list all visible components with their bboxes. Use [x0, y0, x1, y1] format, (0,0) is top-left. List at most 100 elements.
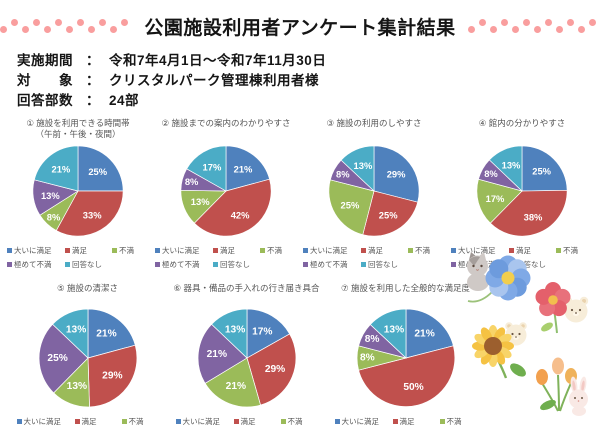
pie-percent-label: 17%: [203, 161, 222, 172]
sunflower-petal: [488, 325, 498, 341]
sunflower-petal: [496, 346, 512, 359]
legend-label: 大いに満足: [14, 246, 52, 255]
pink-dot: [588, 19, 596, 26]
pie-percent-label: 8%: [359, 353, 374, 364]
legend-label: 大いに満足: [458, 246, 496, 255]
legend-label: 大いに満足: [182, 417, 221, 426]
pie-svg: 25% 38% 17% 8% 13%: [476, 145, 568, 237]
legend-item: 極めて不満: [451, 259, 509, 270]
pink-dot: [489, 26, 497, 33]
legend-item: 不満: [280, 416, 318, 426]
pie-slice: [33, 145, 79, 192]
info-colon: ：: [86, 93, 100, 108]
pink-dot: [555, 26, 563, 33]
legend-label: 満足: [240, 417, 256, 426]
legend-swatch: [233, 419, 239, 424]
pie-svg: 21% 29% 13% 25% 13%: [38, 308, 137, 408]
legend-item: 大いに満足: [303, 245, 361, 256]
pink-dot: [577, 26, 585, 33]
sunflower-petal: [493, 327, 506, 343]
legend-label: 極めて不満: [162, 260, 200, 269]
legend-label: 大いに満足: [162, 246, 200, 255]
pie-slice: [225, 145, 270, 192]
pie-slice: [186, 145, 227, 192]
legend-label: 回答なし: [220, 260, 250, 269]
pie-percent-label: 17%: [486, 193, 505, 204]
legend-item: 満足: [361, 245, 408, 256]
info-line-1: 実施期間 ： 令和7年4月1日～令和7年11月30日: [17, 51, 600, 71]
chart-legend: 大いに満足 満足 不満極めて不満 回答なし: [155, 245, 297, 270]
bear-icon: [563, 296, 589, 323]
legend-swatch: [334, 419, 340, 424]
charts-row-2: ⑤ 施設の清潔さ 21%29%13%25%13% 大いに満足満足不満極めて不満回答な…: [8, 283, 486, 426]
chart-title: ④ 館内の分かりやすさ: [478, 118, 566, 128]
legend-label: 満足: [81, 417, 97, 426]
chart-title: ⑤ 施設の清潔さ: [57, 283, 118, 293]
pie-percent-label: 13%: [354, 160, 373, 171]
pie-slice: [357, 345, 455, 407]
pink-dot: [500, 19, 508, 26]
legend-label: 不満: [267, 246, 282, 255]
legend-swatch: [408, 248, 413, 253]
legend-label: 極めて不満: [458, 260, 496, 269]
chart-title-block: ⑤ 施設の清潔さ: [57, 283, 118, 298]
pie-percent-label: 38%: [524, 211, 543, 222]
legend-swatch: [361, 262, 366, 267]
legend-item: 回答なし: [213, 259, 260, 270]
pink-dot: [33, 19, 41, 26]
chart-legend: 大いに満足満足不満極めて不満回答なし: [303, 245, 445, 270]
pie-percent-label: 13%: [224, 325, 244, 336]
legend-label: 回答なし: [516, 260, 546, 269]
pie-percent-label: 21%: [52, 163, 71, 174]
legend-label: 不満: [287, 417, 303, 426]
pie-percent-label: 13%: [41, 190, 60, 201]
legend-label: 不満: [128, 417, 144, 426]
info-label: 対 象: [17, 73, 73, 88]
pink-dots-decoration-right: [467, 19, 600, 34]
pie-slice: [488, 145, 523, 192]
pink-flower-icon: [535, 282, 571, 317]
pie-slice: [373, 145, 420, 203]
pie-slice: [362, 190, 419, 237]
legend-item: 不満: [121, 416, 159, 426]
leaf-icon: [510, 363, 526, 377]
chart-title: ⑥ 器具・備品の手入れの行き届き具合: [173, 283, 320, 293]
legend-swatch: [7, 248, 12, 253]
pie-percent-label: 13%: [65, 325, 85, 336]
legend-item: 不満: [408, 245, 445, 256]
pink-dots-decoration-left: [0, 19, 132, 34]
sunflower-petal: [496, 333, 512, 346]
pink-dot: [467, 26, 475, 33]
pie-slice: [197, 323, 248, 384]
legend-swatch: [16, 419, 22, 424]
legend-item: 回答なし: [361, 259, 408, 270]
legend-label: 満足: [220, 246, 235, 255]
pie-svg: 29% 25% 25% 8% 13%: [328, 145, 420, 237]
tulip-stems: [541, 374, 572, 412]
legend-item: 極めて不満: [7, 259, 65, 270]
legend-swatch: [556, 248, 561, 253]
pie-slice: [521, 145, 568, 192]
legend-item: 不満: [112, 245, 149, 256]
pie-percent-label: 8%: [336, 168, 350, 179]
flower-stem: [553, 308, 558, 334]
legend-swatch: [74, 419, 80, 424]
pink-dot: [121, 19, 129, 26]
legend-swatch: [155, 248, 160, 253]
legend-item: 回答なし: [509, 259, 556, 270]
legend-swatch: [155, 262, 160, 267]
pie-percent-label: 21%: [414, 329, 434, 340]
legend-label: 不満: [415, 246, 430, 255]
pie-percent-label: 21%: [225, 381, 245, 392]
pie-percent-label: 25%: [88, 166, 107, 177]
legend-item: 極めて不満: [155, 259, 213, 270]
pie-percent-label: 21%: [206, 349, 226, 360]
legend-label: 不満: [563, 246, 578, 255]
info-line-2: 対 象 ： クリスタルパーク管理棟利用者様: [17, 71, 600, 91]
pie-slice: [193, 178, 272, 237]
legend-item: 極めて不満: [303, 259, 361, 270]
legend-swatch: [303, 248, 308, 253]
chart-subtitle: （午前・午後・夜間）: [35, 129, 121, 140]
legend-label: 不満: [446, 417, 462, 426]
